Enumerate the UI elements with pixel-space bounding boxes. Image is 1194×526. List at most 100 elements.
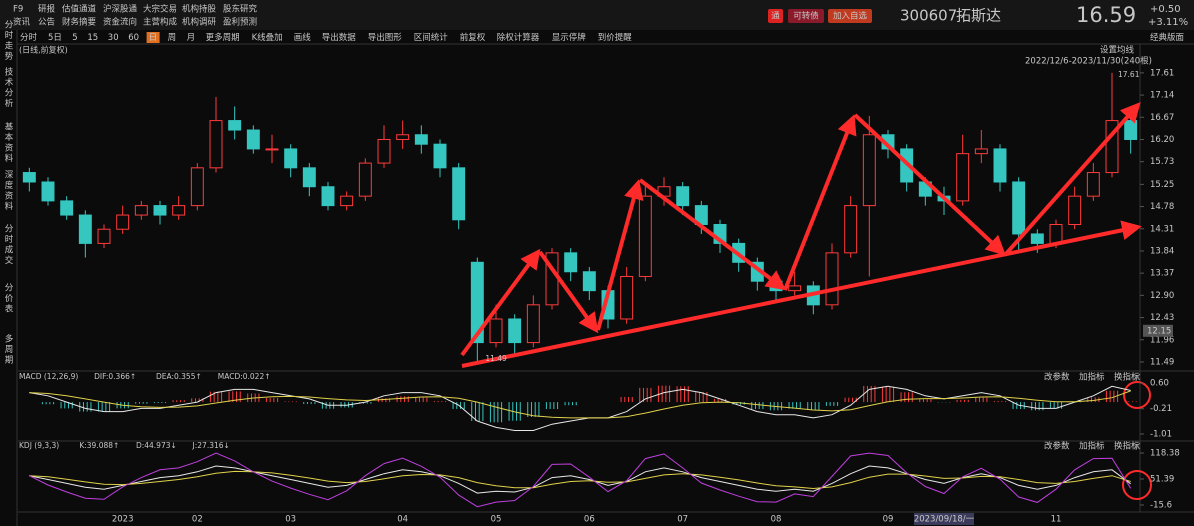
toolbar-item[interactable]: 周	[168, 33, 177, 43]
toolbar-item[interactable]: 月	[187, 33, 196, 43]
candle-body	[638, 195, 652, 277]
header-link[interactable]: 主营构成	[143, 17, 178, 28]
candle-body	[1068, 195, 1082, 226]
candle-body	[97, 228, 111, 244]
panel-title: MACD (12,26,9)	[19, 372, 78, 381]
panel-button[interactable]: 改参数	[1044, 441, 1070, 452]
panel-button[interactable]: 加指标	[1079, 372, 1105, 383]
toolbar-item[interactable]: 显示停牌	[552, 32, 587, 43]
toolbar-item[interactable]: 15	[87, 33, 98, 43]
close-icon[interactable]	[1133, 373, 1141, 381]
header-link[interactable]: 机构持股	[182, 4, 217, 15]
y-tick-label: 0.60	[1150, 379, 1169, 389]
toolbar-item[interactable]: 除权计算器	[497, 32, 540, 43]
candle-body	[1049, 224, 1063, 244]
header-link[interactable]: 估值通道	[62, 4, 97, 15]
candle-body	[190, 167, 204, 207]
kdj-line	[29, 452, 1132, 508]
change: +0.50	[1150, 4, 1181, 15]
toolbar-item[interactable]: 导出数据	[322, 32, 357, 43]
candle-body	[377, 138, 391, 164]
toolbar-item[interactable]: 导出图形	[368, 32, 403, 43]
stock-name: 拓斯达	[956, 7, 1001, 25]
x-tick-label: 09	[883, 515, 894, 525]
candle-body	[228, 120, 242, 131]
header-link[interactable]: 资金流向	[103, 17, 137, 28]
sidebar-tab[interactable]: 分时成交	[3, 224, 13, 266]
toolbar-item[interactable]: 日	[149, 33, 158, 43]
toolbar-item[interactable]: 区间统计	[414, 32, 449, 43]
trend-arrow	[1003, 102, 1141, 257]
candle-body	[396, 134, 410, 140]
sidebar-tab[interactable]: 多周期	[3, 334, 13, 366]
trend-arrows	[460, 102, 1142, 368]
price-tag-bg	[1143, 324, 1173, 337]
x-tick-label: 11	[1051, 515, 1062, 525]
max-label: 17.61	[1118, 70, 1140, 79]
badge-bg	[768, 9, 783, 23]
toolbar-item[interactable]: 5	[72, 33, 77, 43]
y-tick-label: -0.21	[1150, 404, 1172, 414]
stock-code: 300607	[900, 7, 957, 25]
toolbar-item[interactable]: 30	[108, 33, 119, 43]
header-link[interactable]: 大宗交易	[143, 4, 177, 15]
header-link[interactable]: 公告	[38, 17, 55, 28]
panel-value: J:27.316↓	[192, 441, 230, 450]
add-watch-button[interactable]: 加入自选	[833, 11, 868, 22]
toolbar-active	[146, 32, 160, 43]
panel-button[interactable]: 改参数	[1044, 372, 1070, 383]
close-icon[interactable]	[1133, 442, 1141, 450]
candle-body	[358, 162, 372, 197]
toolbar-item[interactable]: 60	[128, 33, 139, 43]
range: 2022/12/6-2023/11/30(240根)	[1025, 56, 1152, 67]
header-link[interactable]: 研报	[38, 4, 56, 15]
top-bar	[0, 0, 1194, 30]
header-link[interactable]: 沪深股通	[103, 4, 138, 15]
toolbar-item[interactable]: 画线	[294, 32, 312, 43]
candle-body	[526, 304, 540, 344]
header-link[interactable]: 股东研究	[223, 4, 258, 15]
y-tick-label: 17.14	[1150, 91, 1174, 101]
candle-body	[41, 181, 55, 202]
sidebar-tab[interactable]: 技术分析	[3, 66, 13, 109]
toolbar-item[interactable]: 更多周期	[206, 32, 240, 43]
panel-button[interactable]: 换指标	[1114, 441, 1140, 452]
sidebar-tab[interactable]: 深度资料	[3, 170, 13, 212]
toolbar-item[interactable]: K线叠加	[252, 32, 283, 43]
header-link[interactable]: 财务摘要	[62, 17, 97, 28]
sidebar-tab[interactable]: 分价表	[3, 283, 13, 315]
toolbar-item[interactable]: 前复权	[460, 32, 486, 43]
header-link[interactable]: 资讯	[13, 17, 31, 28]
toolbar-item[interactable]: 到价提醒	[598, 32, 633, 43]
y-tick-label: 13.84	[1150, 246, 1174, 256]
toolbar-item[interactable]: 5日	[48, 33, 62, 43]
trend-arrow	[783, 114, 857, 291]
x-tick-label: 2023/09/18/一	[914, 515, 975, 525]
price: 16.59	[1076, 3, 1136, 27]
y-tick-label: 14.78	[1150, 202, 1174, 212]
panel-title: KDJ (9,3,3)	[19, 441, 59, 450]
candle-body	[246, 129, 260, 150]
y-tick-label: 12.90	[1150, 291, 1174, 301]
candle-body	[862, 134, 876, 207]
sidebar-tab[interactable]: 分时走势	[3, 20, 13, 62]
candle-body	[60, 200, 74, 216]
panel-button[interactable]: 加指标	[1079, 441, 1105, 452]
sidebar-tab[interactable]: 基本资料	[3, 121, 13, 164]
badge: 通	[771, 11, 780, 22]
panel-button[interactable]: 换指标	[1114, 372, 1140, 383]
ma-setting[interactable]: 设置均线	[1100, 45, 1135, 56]
y-tick-label: 17.61	[1150, 68, 1174, 78]
header-link[interactable]: 机构调研	[182, 17, 217, 28]
header-link[interactable]: 盈利预测	[223, 17, 257, 28]
layout-button[interactable]: 经典版面	[1150, 32, 1185, 43]
header-link[interactable]: F9	[13, 5, 23, 15]
toolbar-item[interactable]: 分时	[20, 32, 38, 43]
convertible-button[interactable]: 可转债	[793, 11, 819, 22]
candle-body	[993, 148, 1007, 183]
candle-body	[209, 120, 223, 169]
candle-body	[620, 275, 634, 320]
highlight-circle	[1122, 470, 1152, 500]
